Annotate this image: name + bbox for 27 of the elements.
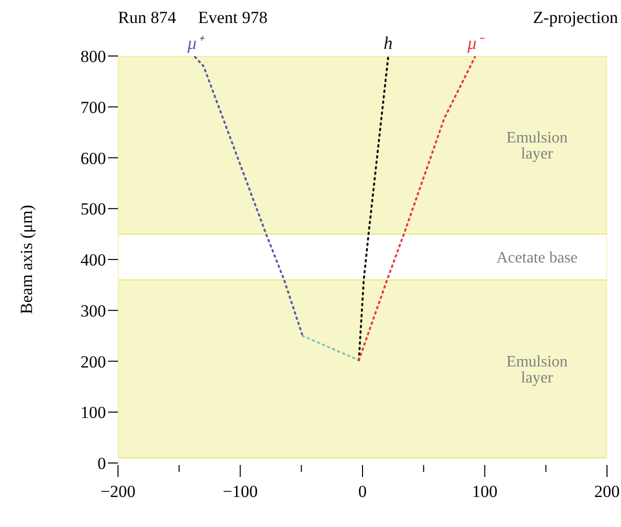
y-tick-label: 700 — [80, 98, 106, 117]
y-tick-label: 0 — [98, 454, 106, 474]
band-label: Emulsion layer — [506, 354, 568, 387]
y-tick-label: 200 — [80, 352, 106, 372]
y-axis-title: Beam axis (μm) — [17, 204, 36, 314]
chart-subtitle: Event 978 — [198, 8, 268, 27]
y-tick-label: 800 — [80, 47, 106, 66]
x-tick-label: 200 — [594, 482, 620, 501]
y-tick-label: 500 — [80, 200, 106, 219]
series-label: μ⁺ — [186, 33, 206, 54]
line-series — [358, 56, 390, 362]
band-label: Emulsion layer — [506, 130, 568, 163]
x-tick-label: 0 — [358, 482, 367, 501]
x-tick-label: −100 — [222, 482, 258, 501]
x-tick-label: −200 — [100, 482, 136, 501]
chart-title: Run 874 — [118, 8, 176, 27]
y-tick-label: 300 — [80, 301, 106, 320]
text: Z-projection — [533, 8, 618, 28]
line-series — [358, 56, 476, 362]
series-label: h — [384, 33, 393, 54]
y-tick-label: 100 — [80, 403, 106, 422]
line-series — [194, 56, 304, 337]
y-tick-label: 600 — [80, 148, 106, 168]
y-tick-label: 400 — [80, 250, 106, 270]
series-label: μ⁻ — [466, 33, 486, 54]
x-tick-label: 100 — [472, 482, 498, 501]
band-label: Acetate base — [496, 250, 578, 267]
